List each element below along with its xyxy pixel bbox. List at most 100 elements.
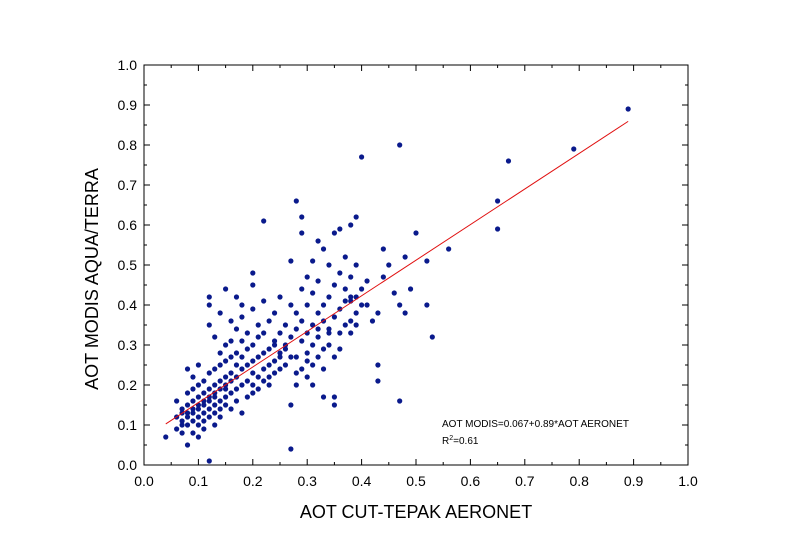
data-point bbox=[320, 246, 327, 252]
data-point bbox=[293, 326, 299, 332]
data-point bbox=[342, 254, 348, 260]
data-point bbox=[375, 310, 381, 316]
data-point bbox=[299, 214, 305, 220]
data-point bbox=[348, 318, 354, 324]
data-point bbox=[331, 230, 337, 236]
data-point bbox=[413, 230, 419, 236]
data-point bbox=[315, 310, 321, 316]
data-point bbox=[271, 358, 278, 364]
data-point bbox=[304, 374, 310, 380]
data-point bbox=[206, 398, 212, 404]
data-point bbox=[304, 274, 310, 280]
data-point bbox=[310, 382, 316, 388]
data-point bbox=[353, 310, 359, 316]
x-tick-label: 0.3 bbox=[297, 473, 317, 489]
data-point bbox=[184, 390, 191, 396]
x-tick-label: 0.9 bbox=[624, 473, 644, 489]
data-point bbox=[255, 386, 261, 392]
data-point bbox=[299, 366, 305, 372]
data-point bbox=[266, 346, 272, 352]
data-point bbox=[195, 434, 201, 440]
y-tick-label: 0.2 bbox=[118, 377, 138, 393]
data-point bbox=[299, 286, 305, 292]
data-point bbox=[293, 198, 299, 204]
data-point bbox=[424, 302, 430, 308]
data-point bbox=[271, 342, 278, 348]
data-points bbox=[163, 106, 631, 464]
data-point bbox=[625, 106, 631, 112]
data-point bbox=[331, 282, 337, 288]
data-point bbox=[315, 354, 321, 360]
data-point bbox=[348, 222, 354, 228]
data-point bbox=[397, 302, 403, 308]
data-point bbox=[195, 414, 201, 420]
data-point bbox=[326, 342, 332, 348]
data-point bbox=[282, 322, 289, 328]
data-point bbox=[206, 322, 212, 328]
y-tick-label: 0.9 bbox=[118, 97, 138, 113]
data-point bbox=[228, 338, 234, 344]
data-point bbox=[304, 350, 310, 356]
data-point bbox=[233, 294, 240, 300]
data-point bbox=[380, 274, 386, 280]
data-point bbox=[288, 334, 294, 340]
data-point bbox=[190, 406, 196, 412]
data-point bbox=[266, 374, 272, 380]
data-point bbox=[212, 422, 218, 428]
y-tick-label: 0.8 bbox=[118, 137, 138, 153]
data-point bbox=[348, 330, 354, 336]
data-point bbox=[402, 254, 408, 260]
data-point bbox=[212, 334, 218, 340]
data-point bbox=[397, 398, 403, 404]
data-point bbox=[369, 318, 376, 324]
data-point bbox=[315, 334, 321, 340]
data-point bbox=[250, 306, 256, 312]
data-point bbox=[223, 286, 229, 292]
data-point bbox=[244, 330, 250, 336]
y-axis-ticks bbox=[144, 64, 688, 466]
data-point bbox=[250, 342, 256, 348]
data-point bbox=[266, 362, 272, 368]
data-point bbox=[184, 414, 191, 420]
data-point bbox=[217, 398, 223, 404]
y-tick-label: 0.6 bbox=[118, 217, 138, 233]
data-point bbox=[190, 374, 196, 380]
data-point bbox=[337, 346, 343, 352]
x-axis-tick-labels: 0.0 0.1 0.2 0.3 0.4 0.5 0.6 0.7 0.8 0.9 1.0 bbox=[134, 473, 698, 489]
regression-equation: AOT MODIS=0.067+0.89*AOT AERONET bbox=[442, 419, 629, 430]
x-tick-label: 0.5 bbox=[406, 473, 426, 489]
r-squared-label: R2=0.61 bbox=[442, 435, 479, 447]
data-point bbox=[239, 382, 245, 388]
y-tick-label: 0.1 bbox=[118, 417, 138, 433]
data-point bbox=[495, 198, 501, 204]
regression-line bbox=[165, 120, 629, 425]
data-point bbox=[397, 142, 403, 148]
x-tick-label: 0.2 bbox=[243, 473, 263, 489]
data-point bbox=[217, 406, 223, 412]
data-point bbox=[320, 394, 327, 400]
data-point bbox=[206, 458, 212, 464]
data-point bbox=[228, 390, 234, 396]
data-point bbox=[310, 290, 316, 296]
data-point bbox=[320, 302, 327, 308]
data-point bbox=[261, 378, 267, 384]
data-point bbox=[190, 398, 196, 404]
y-tick-label: 0.7 bbox=[118, 177, 138, 193]
data-point bbox=[348, 294, 354, 300]
data-point bbox=[277, 366, 283, 372]
data-point bbox=[320, 366, 327, 372]
data-point bbox=[424, 258, 430, 264]
data-point bbox=[228, 370, 234, 376]
data-point bbox=[223, 374, 229, 380]
data-point bbox=[163, 434, 169, 440]
data-point bbox=[206, 386, 212, 392]
data-point bbox=[402, 310, 408, 316]
data-point bbox=[212, 402, 218, 408]
data-point bbox=[233, 326, 240, 332]
data-point bbox=[364, 278, 370, 284]
data-point bbox=[261, 330, 267, 336]
data-point bbox=[326, 262, 332, 268]
data-point bbox=[250, 370, 256, 376]
data-point bbox=[217, 310, 223, 316]
